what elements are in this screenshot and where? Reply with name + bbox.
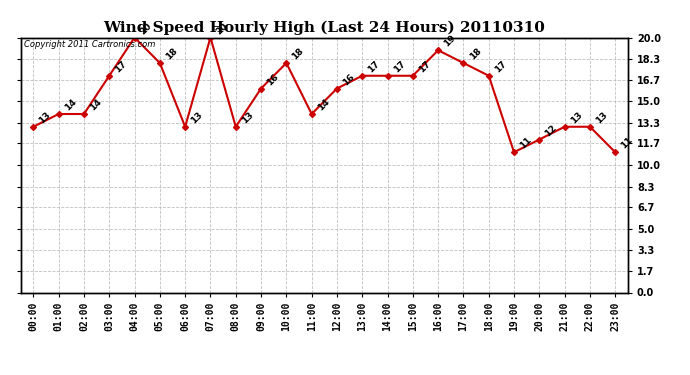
- Text: 13: 13: [594, 110, 609, 125]
- Text: 16: 16: [341, 72, 356, 87]
- Text: Copyright 2011 Cartronics.com: Copyright 2011 Cartronics.com: [23, 40, 155, 49]
- Text: 20: 20: [215, 21, 230, 36]
- Text: 11: 11: [518, 136, 533, 151]
- Text: 17: 17: [113, 59, 129, 74]
- Text: 14: 14: [88, 98, 104, 112]
- Text: 13: 13: [37, 110, 52, 125]
- Text: 16: 16: [265, 72, 280, 87]
- Text: 17: 17: [417, 59, 433, 74]
- Text: 14: 14: [316, 98, 331, 112]
- Text: 13: 13: [240, 110, 255, 125]
- Text: 17: 17: [366, 59, 382, 74]
- Text: 18: 18: [290, 46, 306, 62]
- Text: 17: 17: [392, 59, 407, 74]
- Title: Wind Speed Hourly High (Last 24 Hours) 20110310: Wind Speed Hourly High (Last 24 Hours) 2…: [104, 21, 545, 35]
- Text: 18: 18: [164, 46, 179, 62]
- Text: 12: 12: [544, 123, 559, 138]
- Text: 18: 18: [468, 46, 483, 62]
- Text: 11: 11: [620, 136, 635, 151]
- Text: 14: 14: [63, 98, 78, 112]
- Text: 20: 20: [139, 21, 154, 36]
- Text: 19: 19: [442, 34, 457, 49]
- Text: 13: 13: [189, 110, 204, 125]
- Text: 13: 13: [569, 110, 584, 125]
- Text: 17: 17: [493, 59, 509, 74]
